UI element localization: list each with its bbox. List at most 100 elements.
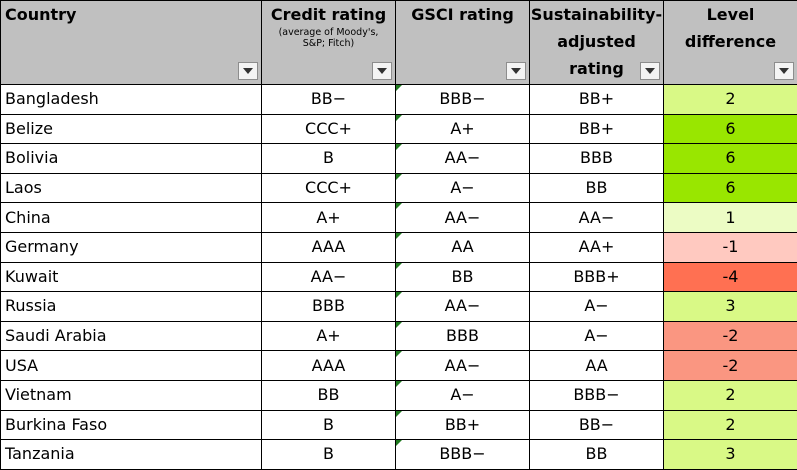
- credit-rating-cell[interactable]: BB−: [261, 84, 396, 115]
- filter-gsci-rating-button[interactable]: [506, 62, 526, 80]
- credit-rating-cell[interactable]: AAA: [261, 350, 396, 381]
- gsci-rating-cell[interactable]: AA−: [395, 291, 530, 322]
- gsci-rating-cell[interactable]: AA−: [395, 350, 530, 381]
- sustainability-rating-cell-value: A−: [584, 296, 609, 316]
- sustainability-rating-cell-value: BBB+: [573, 266, 620, 286]
- country-cell[interactable]: Bolivia: [0, 143, 262, 174]
- sustainability-rating-cell[interactable]: BBB: [529, 143, 664, 174]
- table-row: USA AAA AA− AA -2: [0, 350, 797, 381]
- level-difference-cell[interactable]: -2: [663, 350, 797, 381]
- gsci-rating-cell-value: AA−: [444, 207, 481, 227]
- country-cell-value: Bangladesh: [5, 89, 99, 109]
- credit-rating-cell[interactable]: BBB: [261, 291, 396, 322]
- level-difference-cell-value: -2: [722, 326, 739, 346]
- credit-rating-cell[interactable]: A+: [261, 202, 396, 233]
- dropdown-arrow-icon: [511, 68, 521, 74]
- credit-rating-cell[interactable]: AAA: [261, 231, 396, 263]
- sustainability-rating-cell[interactable]: BBB+: [529, 261, 664, 293]
- level-difference-cell[interactable]: 6: [663, 143, 797, 174]
- dropdown-arrow-icon: [645, 68, 655, 74]
- gsci-rating-cell-value: A+: [450, 118, 475, 138]
- level-difference-cell[interactable]: -2: [663, 320, 797, 352]
- credit-rating-cell[interactable]: CCC+: [261, 172, 396, 204]
- sustainability-rating-cell[interactable]: BB+: [529, 113, 664, 145]
- country-cell[interactable]: Laos: [0, 172, 262, 204]
- sustainability-rating-cell[interactable]: A−: [529, 320, 664, 352]
- gsci-rating-cell[interactable]: A−: [395, 172, 530, 204]
- level-difference-cell[interactable]: 6: [663, 113, 797, 145]
- country-cell[interactable]: Bangladesh: [0, 84, 262, 115]
- level-difference-cell[interactable]: 2: [663, 84, 797, 115]
- level-difference-cell[interactable]: -4: [663, 261, 797, 293]
- gsci-rating-cell[interactable]: AA−: [395, 202, 530, 233]
- note-indicator-icon: [396, 233, 402, 239]
- credit-rating-cell[interactable]: AA−: [261, 261, 396, 293]
- level-difference-cell-value: -1: [722, 237, 739, 257]
- credit-rating-cell[interactable]: A+: [261, 320, 396, 352]
- level-difference-cell[interactable]: 1: [663, 202, 797, 233]
- credit-rating-cell[interactable]: B: [261, 439, 396, 470]
- level-difference-cell-value: 2: [725, 89, 736, 109]
- credit-rating-cell[interactable]: B: [261, 409, 396, 441]
- gsci-rating-cell[interactable]: A−: [395, 379, 530, 411]
- country-cell-value: Kuwait: [5, 266, 59, 286]
- country-cell[interactable]: Kuwait: [0, 261, 262, 293]
- country-cell[interactable]: Russia: [0, 291, 262, 322]
- credit-rating-cell[interactable]: CCC+: [261, 113, 396, 145]
- header-sustainability-rating: Sustainability- adjusted rating: [529, 0, 664, 85]
- sustainability-rating-cell[interactable]: A−: [529, 291, 664, 322]
- credit-rating-cell[interactable]: BB: [261, 379, 396, 411]
- country-cell[interactable]: Vietnam: [0, 379, 262, 411]
- note-indicator-icon: [396, 144, 402, 151]
- sustainability-rating-cell[interactable]: BB+: [529, 84, 664, 115]
- level-difference-cell[interactable]: 6: [663, 172, 797, 204]
- note-indicator-icon: [396, 115, 402, 121]
- sustainability-rating-cell[interactable]: AA: [529, 350, 664, 381]
- credit-rating-cell-value: AAA: [311, 355, 346, 375]
- credit-rating-cell[interactable]: B: [261, 143, 396, 174]
- credit-rating-cell-value: BB−: [310, 89, 347, 109]
- filter-sustainability-rating-button[interactable]: [640, 62, 660, 80]
- country-cell[interactable]: China: [0, 202, 262, 233]
- sustainability-rating-cell[interactable]: BB: [529, 439, 664, 470]
- filter-country-button[interactable]: [238, 62, 258, 80]
- note-indicator-icon: [396, 174, 402, 180]
- level-difference-cell[interactable]: 2: [663, 379, 797, 411]
- header-gsci-rating-label: GSCI rating: [411, 5, 514, 24]
- filter-level-difference-button[interactable]: [774, 62, 794, 80]
- gsci-rating-cell[interactable]: AA: [395, 231, 530, 263]
- level-difference-cell[interactable]: 3: [663, 439, 797, 470]
- sustainability-rating-cell[interactable]: BB: [529, 172, 664, 204]
- table-row: Belize CCC+ A+ BB+ 6: [0, 113, 797, 145]
- sustainability-rating-cell[interactable]: BBB−: [529, 379, 664, 411]
- sustainability-rating-cell[interactable]: BB−: [529, 409, 664, 441]
- country-cell[interactable]: Germany: [0, 231, 262, 263]
- level-difference-cell[interactable]: 2: [663, 409, 797, 441]
- sustainability-rating-cell-value: BBB: [580, 148, 613, 168]
- credit-rating-cell-value: A+: [316, 326, 341, 346]
- country-cell[interactable]: USA: [0, 350, 262, 381]
- credit-rating-cell-value: BBB: [312, 296, 345, 316]
- level-difference-cell[interactable]: -1: [663, 231, 797, 263]
- gsci-rating-cell[interactable]: BB+: [395, 409, 530, 441]
- country-cell[interactable]: Tanzania: [0, 439, 262, 470]
- gsci-rating-cell[interactable]: BBB−: [395, 84, 530, 115]
- country-cell-value: Russia: [5, 296, 57, 316]
- country-cell-value: Vietnam: [5, 385, 72, 405]
- level-difference-cell[interactable]: 3: [663, 291, 797, 322]
- sustainability-rating-cell[interactable]: AA+: [529, 231, 664, 263]
- table-row: Bangladesh BB− BBB− BB+ 2: [0, 84, 797, 115]
- sustainability-rating-cell[interactable]: AA−: [529, 202, 664, 233]
- gsci-rating-cell[interactable]: BBB−: [395, 439, 530, 470]
- gsci-rating-cell[interactable]: A+: [395, 113, 530, 145]
- table-body: Bangladesh BB− BBB− BB+ 2 Belize CCC+ A+ BB+ 6 Bol…: [0, 84, 797, 470]
- country-cell[interactable]: Saudi Arabia: [0, 320, 262, 352]
- gsci-rating-cell[interactable]: AA−: [395, 143, 530, 174]
- sustainability-rating-cell-value: BB: [585, 178, 608, 198]
- country-cell[interactable]: Belize: [0, 113, 262, 145]
- gsci-rating-cell[interactable]: BBB: [395, 320, 530, 352]
- header-level-line-1: Level: [706, 5, 755, 24]
- filter-credit-rating-button[interactable]: [372, 62, 392, 80]
- country-cell[interactable]: Burkina Faso: [0, 409, 262, 441]
- gsci-rating-cell[interactable]: BB: [395, 261, 530, 293]
